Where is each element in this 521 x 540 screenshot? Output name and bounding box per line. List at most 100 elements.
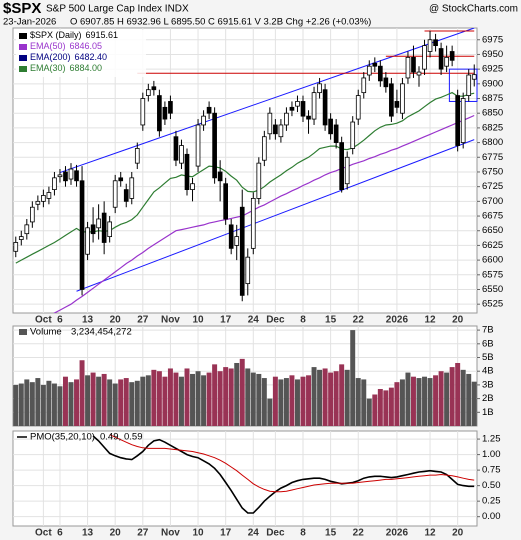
candle-body bbox=[372, 62, 378, 67]
candle-body bbox=[250, 198, 256, 249]
volume-layer: 1B 2B 3B 4B 5B 6B 7B Volume 3,234,454,272 bbox=[13, 325, 494, 426]
quote: O 6907.85 H 6932.96 L 6895.50 C 6915.61 … bbox=[70, 17, 371, 28]
x-tick-label: 27 bbox=[137, 315, 149, 326]
x-tick-label: 2026 bbox=[386, 528, 409, 539]
volume-bar bbox=[294, 379, 300, 426]
candle-body bbox=[317, 83, 322, 94]
legend-value: 0.59 bbox=[124, 432, 143, 443]
candle-body bbox=[90, 224, 96, 235]
y-tick-label: 6725 bbox=[482, 181, 503, 192]
legend-entry: EMA(200) 6482.40 bbox=[30, 52, 107, 62]
legend-swatch bbox=[19, 66, 27, 72]
x-tick-label: 13 bbox=[82, 528, 94, 539]
candle-body bbox=[295, 101, 300, 107]
volume-bar bbox=[112, 383, 118, 426]
volume-bar bbox=[466, 373, 472, 426]
volume-bar bbox=[410, 376, 416, 426]
legend-swatch bbox=[19, 55, 27, 61]
x-tick-label: 15 bbox=[325, 315, 337, 326]
candle-body bbox=[63, 171, 68, 182]
volume-bar bbox=[350, 330, 356, 426]
candle-body bbox=[168, 101, 173, 114]
candle-body bbox=[29, 206, 35, 223]
x-tick-label: 8 bbox=[300, 528, 306, 539]
candle-body bbox=[366, 65, 372, 76]
volume-bar bbox=[18, 383, 24, 426]
legend-entry: $SPX (Daily) 6915.61 bbox=[30, 30, 118, 40]
candle-body bbox=[123, 189, 129, 202]
y-tick-label: 6900 bbox=[482, 78, 503, 89]
candle-body bbox=[223, 183, 229, 220]
x-tick-label: 6 bbox=[57, 528, 63, 539]
volume-bar bbox=[455, 362, 461, 426]
candle-body bbox=[145, 89, 151, 96]
candle-body bbox=[46, 192, 52, 199]
x-tick-label: 24 bbox=[248, 528, 260, 539]
y-tick-label: 6650 bbox=[482, 225, 503, 236]
y-tick-label: 6775 bbox=[482, 152, 503, 163]
volume-bar bbox=[51, 383, 57, 426]
volume-bar bbox=[212, 364, 218, 426]
legend-swatch bbox=[19, 329, 27, 335]
candle-body bbox=[411, 56, 416, 73]
x-tick-label: Oct bbox=[35, 315, 52, 326]
x-tick-label: Dec bbox=[266, 528, 285, 539]
y-tick-label: 6625 bbox=[482, 240, 503, 251]
volume-bar bbox=[444, 372, 450, 426]
candle-body bbox=[157, 95, 162, 132]
volume-bar bbox=[156, 371, 162, 426]
volume-bar bbox=[201, 375, 207, 426]
candle-body bbox=[74, 170, 79, 182]
volume-bar bbox=[460, 369, 466, 426]
candle-body bbox=[239, 206, 245, 296]
x-tick-label: 12 bbox=[424, 528, 436, 539]
volume-bar bbox=[195, 371, 201, 426]
candle-body bbox=[140, 98, 146, 126]
volume-bar bbox=[74, 379, 80, 426]
y-tick-label: 1B bbox=[482, 407, 494, 418]
legend-value: 6846.05 bbox=[70, 41, 103, 51]
volume-panel bbox=[12, 325, 478, 427]
volume-bar bbox=[35, 378, 41, 426]
volume-bar bbox=[427, 378, 433, 426]
candle-body bbox=[35, 200, 41, 205]
volume-bar bbox=[101, 373, 107, 426]
y-tick-label: 1.25 bbox=[482, 434, 501, 445]
y-tick-label: 5B bbox=[482, 352, 494, 363]
candle-body bbox=[173, 136, 179, 161]
candle-body bbox=[416, 71, 422, 76]
candle-body bbox=[112, 180, 118, 208]
candle-body bbox=[184, 153, 190, 190]
volume-bar bbox=[317, 369, 323, 426]
x-tick-label: 6 bbox=[57, 315, 63, 326]
candle-body bbox=[195, 124, 201, 167]
legend-value: 6884.00 bbox=[70, 63, 103, 73]
candle-body bbox=[433, 39, 438, 47]
volume-bar bbox=[261, 378, 267, 426]
candle-body bbox=[466, 74, 472, 96]
candle-body bbox=[179, 145, 184, 164]
candle-body bbox=[405, 56, 411, 79]
candle-body bbox=[201, 115, 206, 126]
candle-body bbox=[389, 83, 394, 117]
x-tick-label: 17 bbox=[220, 528, 232, 539]
volume-bar bbox=[250, 372, 256, 426]
volume-bar bbox=[184, 368, 190, 426]
legend-value: 3,234,454,272 bbox=[71, 327, 132, 338]
volume-bar bbox=[140, 376, 146, 426]
volume-bar bbox=[366, 398, 372, 426]
volume-bar bbox=[278, 379, 284, 426]
symbol: $SPX bbox=[3, 0, 41, 17]
y-tick-label: 6B bbox=[482, 338, 494, 349]
volume-bar bbox=[90, 372, 96, 426]
y-tick-label: 6700 bbox=[482, 196, 503, 207]
candle-body bbox=[273, 124, 278, 135]
legend-name: EMA(200) bbox=[30, 52, 71, 62]
volume-bar bbox=[234, 362, 240, 426]
legend-value: 0.49, bbox=[100, 432, 121, 443]
candle-body bbox=[449, 51, 455, 61]
legend-entry: EMA(30) 6884.00 bbox=[30, 63, 102, 73]
legend-name: Volume bbox=[30, 327, 62, 338]
volume-bar bbox=[245, 368, 251, 426]
